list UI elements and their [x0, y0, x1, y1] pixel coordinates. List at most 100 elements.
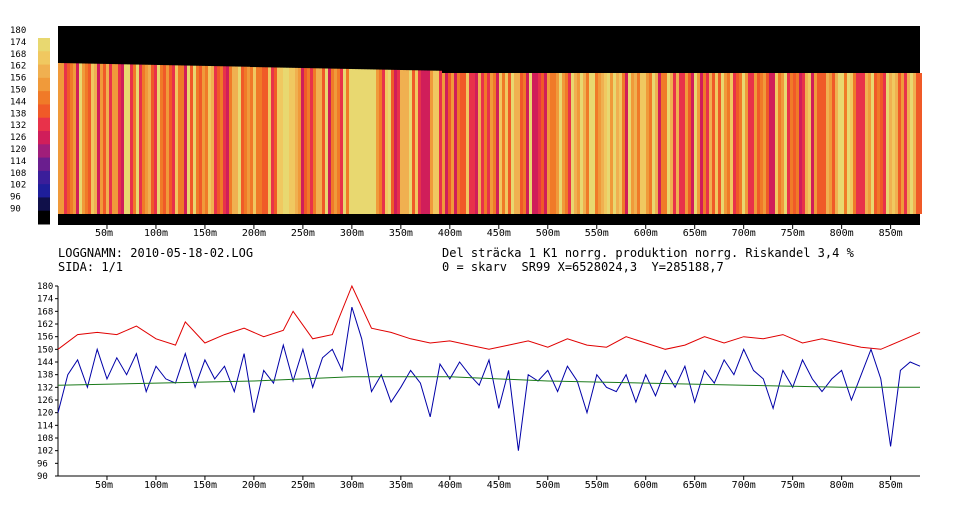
- heatmap-stripe: [697, 73, 700, 214]
- heatmap-stripe: [484, 73, 487, 214]
- heatmap-stripe: [766, 73, 769, 214]
- blue-series-line: [57, 306, 921, 451]
- heatmap-stripe: [745, 73, 748, 214]
- heatmap-stripe: [871, 73, 874, 214]
- x-tick-label: 750m: [781, 480, 805, 491]
- heatmap-stripe: [829, 73, 832, 214]
- colorbar-segment: [38, 38, 50, 52]
- heatmap-stripe: [892, 73, 895, 214]
- colorbar-tick-label: 120: [10, 145, 26, 155]
- x-tick-label: 550m: [585, 480, 609, 491]
- heatmap-x-tick-label: 850m: [879, 228, 903, 239]
- heatmap-stripe: [238, 66, 241, 214]
- colorbar-tick-label: 108: [10, 169, 26, 179]
- heatmap-stripe: [361, 69, 364, 214]
- colorbar-tick-label: 150: [10, 86, 26, 96]
- heatmap-stripe: [121, 64, 124, 214]
- heatmap-stripe: [94, 63, 97, 214]
- heatmap-stripe: [520, 73, 523, 214]
- heatmap-stripe: [916, 73, 919, 214]
- heatmap-stripe: [730, 73, 733, 214]
- heatmap-stripe: [889, 73, 892, 214]
- y-tick-label: 108: [37, 434, 53, 444]
- colorbar-tick-label: 156: [10, 74, 26, 84]
- heatmap-stripe: [880, 73, 883, 214]
- heatmap-stripe: [535, 73, 538, 214]
- colorbar-tick-label: 180: [10, 26, 26, 36]
- heatmap-stripe: [670, 73, 673, 214]
- heatmap-stripe: [385, 69, 388, 214]
- colorbar-segment: [38, 197, 50, 212]
- x-tick-label: 650m: [683, 480, 707, 491]
- line-chart: 180 174 168 162 156 150 144 138 132 126 120 114 108 1…: [37, 282, 921, 491]
- heatmap-stripe: [286, 67, 289, 214]
- heatmap-stripe: [343, 68, 346, 214]
- heatmap-stripe: [424, 70, 427, 214]
- heatmap-stripe: [859, 73, 862, 214]
- heatmap-stripe: [199, 65, 202, 214]
- heatmap-stripe: [895, 73, 898, 214]
- heatmap-x-tick-label: 300m: [340, 228, 364, 239]
- heatmap-stripe: [847, 73, 850, 214]
- heatmap-x-tick-label: 50m: [95, 228, 113, 239]
- heatmap-stripe: [532, 73, 535, 214]
- y-tick-label: 126: [37, 396, 53, 406]
- x-tick-label: 100m: [144, 480, 168, 491]
- heatmap-stripe: [184, 65, 187, 215]
- heatmap-stripe: [823, 73, 826, 214]
- heatmap-stripe: [265, 67, 268, 214]
- heatmap-stripe: [109, 64, 112, 215]
- x-tick-label: 350m: [389, 480, 413, 491]
- heatmap-stripe: [337, 68, 340, 215]
- heatmap-stripe: [175, 65, 178, 214]
- heatmap-stripe: [739, 73, 742, 214]
- heatmap-stripe: [646, 73, 649, 214]
- heatmap-stripe: [403, 70, 406, 214]
- heatmap-stripe: [544, 73, 547, 214]
- heatmap-stripe: [310, 68, 313, 214]
- heatmap-stripe: [682, 73, 685, 214]
- heatmap-stripe: [817, 73, 820, 214]
- heatmap-stripe: [685, 73, 688, 214]
- heatmap-stripe: [481, 73, 484, 214]
- heatmap-stripe: [112, 64, 115, 214]
- colorbar-tick-label: 132: [10, 121, 26, 131]
- colorbar-tick-label: 90: [10, 205, 21, 215]
- heatmap-stripe: [328, 68, 331, 214]
- heatmap-stripe: [433, 70, 436, 214]
- heatmap-stripe: [427, 70, 430, 214]
- heatmap-stripe: [91, 63, 94, 214]
- heatmap-stripe: [364, 69, 367, 214]
- heatmap-stripe: [499, 73, 502, 214]
- colorbar-tick-label: 138: [10, 109, 26, 119]
- heatmap-stripe: [430, 70, 433, 214]
- heatmap-stripe: [913, 73, 916, 214]
- heatmap-stripe: [640, 73, 643, 214]
- heatmap-stripe: [478, 73, 481, 214]
- heatmap-stripe: [571, 73, 574, 214]
- heatmap-stripe: [130, 64, 133, 214]
- heatmap-stripe: [613, 73, 616, 214]
- heatmap-stripe: [529, 73, 532, 214]
- heatmap-stripe: [235, 66, 238, 214]
- heatmap-stripe: [844, 73, 847, 214]
- heatmap-stripe: [586, 73, 589, 214]
- heatmap-x-tick-label: 400m: [438, 228, 462, 239]
- heatmap-stripe: [73, 63, 76, 214]
- heatmap-stripe: [556, 73, 559, 214]
- heatmap-stripe: [214, 66, 217, 215]
- heatmap-stripe: [448, 73, 451, 214]
- y-tick-label: 132: [37, 383, 53, 393]
- heatmap-stripe: [157, 64, 160, 214]
- heatmap-stripe: [253, 67, 256, 214]
- heatmap-stripe: [616, 73, 619, 214]
- heatmap-stripe: [196, 65, 199, 214]
- heatmap-stripe: [463, 73, 466, 214]
- heatmap-stripe: [439, 70, 442, 214]
- heatmap-stripe: [505, 73, 508, 214]
- heatmap-stripe: [709, 73, 712, 214]
- heatmap-stripe: [295, 67, 298, 215]
- heatmap-stripe: [772, 73, 775, 214]
- heatmap-stripe: [781, 73, 784, 214]
- heatmap-stripe: [211, 66, 214, 214]
